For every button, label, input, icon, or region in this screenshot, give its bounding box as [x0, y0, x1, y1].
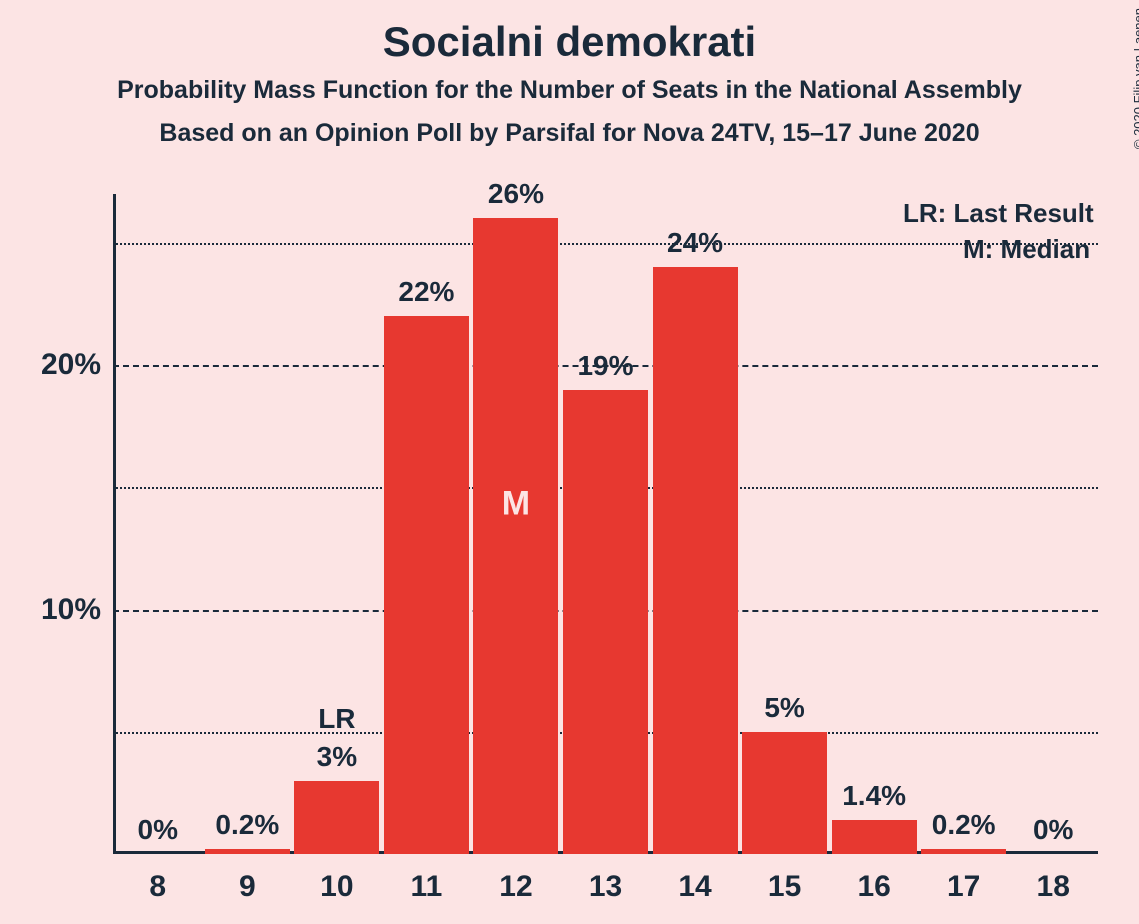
chart-plot-area: 10%20%80%90.2%103%LR1122%1226%M1319%1424…: [113, 194, 1098, 854]
x-tick-label: 14: [678, 854, 711, 904]
gridline-minor: [113, 243, 1098, 245]
bar-value-label: 0.2%: [932, 809, 996, 841]
bar: [384, 316, 469, 854]
x-tick-label: 12: [499, 854, 532, 904]
bar-value-label: 24%: [667, 227, 723, 259]
x-tick-label: 18: [1037, 854, 1070, 904]
bar-value-label: 1.4%: [842, 780, 906, 812]
chart-subtitle-1: Probability Mass Function for the Number…: [0, 76, 1139, 105]
bar-value-label: 5%: [764, 692, 804, 724]
chart-title: Socialni demokrati: [0, 0, 1139, 66]
y-axis: [113, 194, 116, 854]
y-tick-label: 10%: [41, 593, 113, 627]
bar: [294, 781, 379, 854]
legend-last-result: LR: Last Result: [903, 198, 1094, 229]
bar: [563, 390, 648, 854]
bar-value-label: 3%: [317, 741, 357, 773]
median-marker: M: [502, 485, 530, 524]
bar: [742, 732, 827, 854]
bar-value-label: 0.2%: [215, 809, 279, 841]
x-tick-label: 15: [768, 854, 801, 904]
bar-value-label: 22%: [398, 276, 454, 308]
x-tick-label: 11: [411, 854, 443, 904]
x-tick-label: 16: [857, 854, 890, 904]
bar-value-label: 0%: [1033, 814, 1073, 846]
y-tick-label: 20%: [41, 348, 113, 382]
x-tick-label: 9: [239, 854, 256, 904]
legend-median: M: Median: [963, 234, 1090, 265]
chart-subtitle-2: Based on an Opinion Poll by Parsifal for…: [0, 119, 1139, 148]
copyright-text: © 2020 Filip van Laenen: [1131, 8, 1139, 149]
x-tick-label: 17: [947, 854, 980, 904]
bar-value-label: 0%: [138, 814, 178, 846]
bar: [921, 849, 1006, 854]
bar-value-label: 19%: [577, 350, 633, 382]
last-result-marker: LR: [318, 703, 355, 735]
x-tick-label: 8: [149, 854, 166, 904]
bar: [653, 267, 738, 854]
bar-value-label: 26%: [488, 178, 544, 210]
x-tick-label: 10: [320, 854, 353, 904]
bar: [205, 849, 290, 854]
bar: [473, 218, 558, 854]
bar: [832, 820, 917, 854]
x-tick-label: 13: [589, 854, 622, 904]
